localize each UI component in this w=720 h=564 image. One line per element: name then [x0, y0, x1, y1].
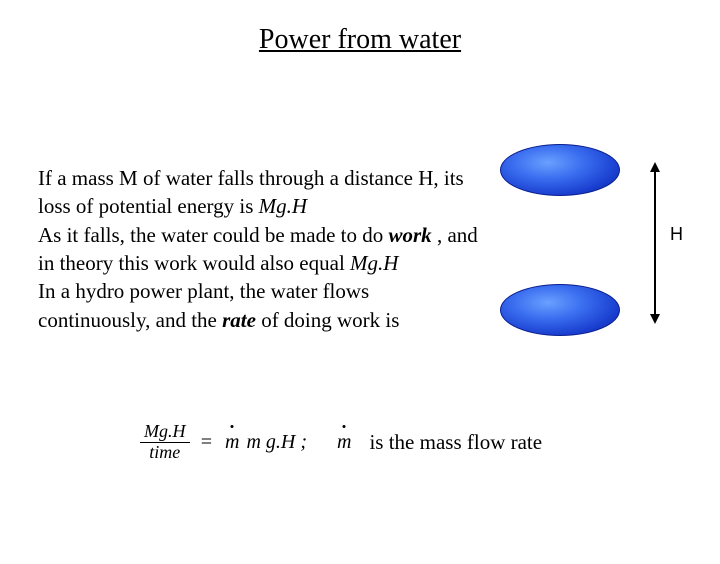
page-title: Power from water [0, 24, 720, 56]
word-rate: rate [222, 308, 256, 332]
height-label: H [670, 224, 683, 245]
water-drop-bottom-icon [500, 284, 620, 336]
m-dot-icon: m [223, 431, 241, 454]
text-segment: If a mass M of water falls through a dis… [38, 166, 464, 218]
equation-trail: is the mass flow rate [369, 430, 542, 455]
arrow-up-icon [650, 162, 660, 172]
equals-sign: = [200, 431, 214, 454]
mgH-2: Mg.H [350, 251, 398, 275]
fraction-numerator: Mg.H [140, 422, 190, 442]
rhs-term: m m g.H ; [223, 431, 307, 454]
height-arrow-line [654, 172, 656, 314]
arrow-down-icon [650, 314, 660, 324]
body-paragraph: If a mass M of water falls through a dis… [38, 164, 478, 334]
m-dot-standalone: m [335, 431, 353, 454]
mgH-1: Mg.H [259, 194, 307, 218]
m-dot-icon: m [335, 431, 353, 454]
fraction-denominator: time [145, 443, 184, 463]
text-segment: of doing work is [261, 308, 399, 332]
text-segment: As it falls, the water could be made to … [38, 223, 389, 247]
water-drop-top-icon [500, 144, 620, 196]
rhs-text: m g.H ; [246, 431, 307, 453]
fraction: Mg.H time [140, 422, 190, 463]
word-work: work [389, 223, 432, 247]
equation: Mg.H time = m m g.H ; m is the mass flow… [140, 422, 680, 463]
